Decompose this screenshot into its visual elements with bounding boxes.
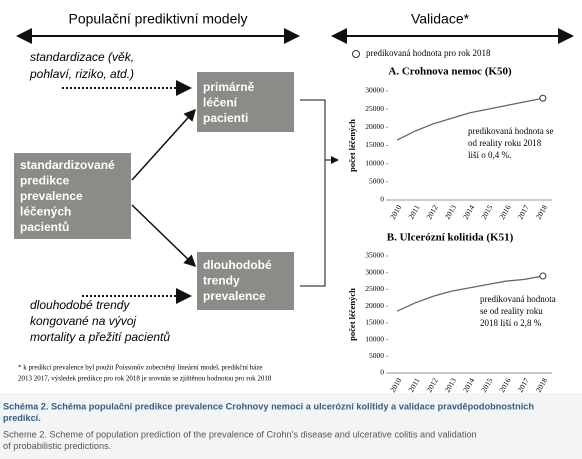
y-tick-label: 15000 [365, 318, 384, 327]
input-text: kongované na vývoj [30, 314, 136, 328]
input-text: pohlaví, riziko, atd.) [29, 67, 134, 81]
y-tick-label: 20000 [365, 122, 384, 131]
box-text: prevalence [203, 289, 266, 303]
annotation: predikovaná hodnota se [468, 126, 553, 136]
box-text: léčených [20, 205, 71, 219]
legend-marker [352, 50, 360, 58]
arrow [131, 108, 197, 181]
x-tick-label: 2017 [516, 376, 531, 394]
y-tick-label: 25000 [365, 104, 384, 113]
box [197, 72, 294, 132]
arrow [131, 204, 197, 268]
box [197, 252, 294, 310]
box-text: prevalence [20, 189, 83, 203]
box-text: pacientů [20, 220, 69, 234]
box-text: predikce [20, 174, 70, 188]
header: Validace* [411, 11, 470, 27]
x-tick-label: 2018 [534, 203, 549, 221]
x-tick-label: 2012 [424, 376, 439, 394]
x-tick-label: 2015 [479, 376, 494, 394]
caption: Scheme 2. Scheme of population predictio… [3, 429, 477, 439]
input-text: mortality a přežití pacientů [30, 330, 170, 344]
caption: predikcí. [3, 413, 41, 423]
y-tick-label: 0 [380, 195, 384, 204]
legend-label: predikovaná hodnota pro rok 2018 [366, 48, 491, 58]
y-tick-label: 20000 [365, 301, 384, 310]
x-tick-label: 2016 [497, 203, 512, 221]
y-tick-label: 10000 [365, 158, 384, 167]
annotation: se od reality roku [480, 306, 543, 316]
predicted-marker [539, 272, 547, 280]
footnote: * k predikci prevalence byl použit Poiss… [18, 364, 263, 372]
box-text: standardizované [20, 158, 115, 172]
y-tick-label: 35000 [365, 251, 384, 260]
x-tick-label: 2011 [406, 203, 421, 220]
y-tick-label: 25000 [365, 284, 384, 293]
y-axis-label: počet léčených [347, 119, 357, 172]
caption: Schéma 2. Schéma populační predikce prev… [3, 401, 534, 411]
box-text: dlouhodobé [203, 258, 272, 272]
y-tick-label: 0 [380, 368, 384, 377]
y-tick-label: 30000 [365, 267, 384, 276]
box-text: pacienti [203, 111, 248, 125]
bracket [300, 99, 326, 287]
annotation: liší o 0,4 %. [468, 150, 511, 160]
x-tick-label: 2016 [497, 376, 512, 394]
x-tick-label: 2011 [406, 376, 421, 393]
x-tick-label: 2014 [461, 376, 476, 394]
caption: of probabilistic predictions. [3, 441, 111, 451]
x-tick-label: 2018 [534, 376, 549, 394]
line [396, 97, 544, 141]
x-tick-label: 2014 [461, 203, 476, 221]
predicted-marker [539, 94, 547, 102]
line [396, 275, 544, 312]
annotation: predikovaná hodnota [480, 294, 556, 304]
annotation: 2018 liší o 2,8 % [480, 318, 542, 328]
annotation: od reality roku 2018 [468, 138, 542, 148]
x-tick-label: 2013 [443, 203, 458, 221]
footnote: 2013 2017, výsledek predikce pro rok 201… [18, 375, 272, 383]
x-tick-label: 2010 [388, 203, 403, 221]
chart-title: B. Ulcerózní kolitida (K51) [387, 232, 514, 244]
y-tick-label: 5000 [369, 177, 384, 186]
x-tick-label: 2010 [388, 376, 403, 394]
header: Populační prediktivní modely [69, 11, 248, 27]
y-tick-label: 30000 [365, 86, 384, 95]
box-text: trendy [203, 274, 240, 288]
box-text: primárně [203, 80, 255, 94]
chart-title: A. Crohnova nemoc (K50) [388, 66, 512, 78]
x-tick-label: 2012 [424, 203, 439, 221]
x-tick-label: 2015 [479, 203, 494, 221]
box [14, 153, 131, 239]
y-tick-label: 10000 [365, 334, 384, 343]
y-axis-label: počet léčených [347, 288, 357, 341]
caption-band [0, 393, 582, 459]
input-text: dlouhodobé trendy [30, 298, 130, 312]
y-tick-label: 5000 [369, 351, 384, 360]
box-text: léčení [203, 96, 238, 110]
x-tick-label: 2013 [443, 376, 458, 394]
y-tick-label: 15000 [365, 140, 384, 149]
input-text: standardizace (věk, [30, 50, 134, 64]
x-tick-label: 2017 [516, 203, 531, 221]
